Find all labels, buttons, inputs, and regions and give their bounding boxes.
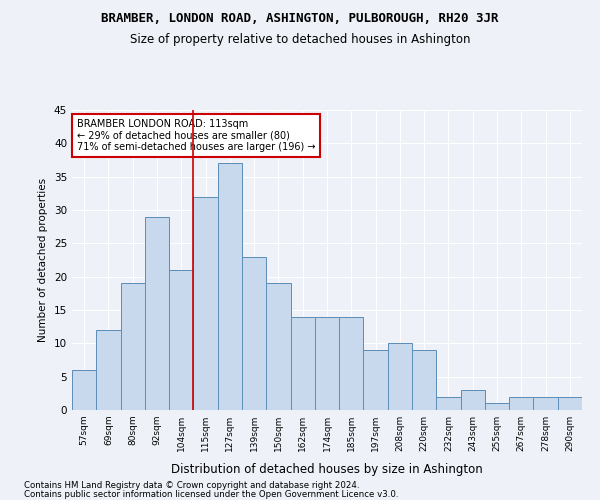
Bar (436, 396, 461, 410)
Bar (533, 396, 558, 410)
Text: Contains public sector information licensed under the Open Government Licence v3: Contains public sector information licen… (24, 490, 398, 499)
Bar (558, 396, 582, 410)
Bar (169, 270, 193, 410)
Bar (412, 350, 436, 410)
Bar (509, 396, 533, 410)
Bar (290, 316, 315, 410)
Bar (193, 196, 218, 410)
Y-axis label: Number of detached properties: Number of detached properties (38, 178, 49, 342)
Text: Contains HM Land Registry data © Crown copyright and database right 2024.: Contains HM Land Registry data © Crown c… (24, 481, 359, 490)
Bar (315, 316, 339, 410)
Bar (72, 370, 96, 410)
Bar (339, 316, 364, 410)
Bar (485, 404, 509, 410)
Bar (121, 284, 145, 410)
Bar (388, 344, 412, 410)
Bar (364, 350, 388, 410)
Text: Size of property relative to detached houses in Ashington: Size of property relative to detached ho… (130, 32, 470, 46)
Text: BRAMBER LONDON ROAD: 113sqm
← 29% of detached houses are smaller (80)
71% of sem: BRAMBER LONDON ROAD: 113sqm ← 29% of det… (77, 119, 316, 152)
Bar (145, 216, 169, 410)
Text: BRAMBER, LONDON ROAD, ASHINGTON, PULBOROUGH, RH20 3JR: BRAMBER, LONDON ROAD, ASHINGTON, PULBORO… (101, 12, 499, 26)
Text: Distribution of detached houses by size in Ashington: Distribution of detached houses by size … (171, 462, 483, 475)
Bar (461, 390, 485, 410)
Bar (96, 330, 121, 410)
Bar (266, 284, 290, 410)
Bar (242, 256, 266, 410)
Bar (218, 164, 242, 410)
